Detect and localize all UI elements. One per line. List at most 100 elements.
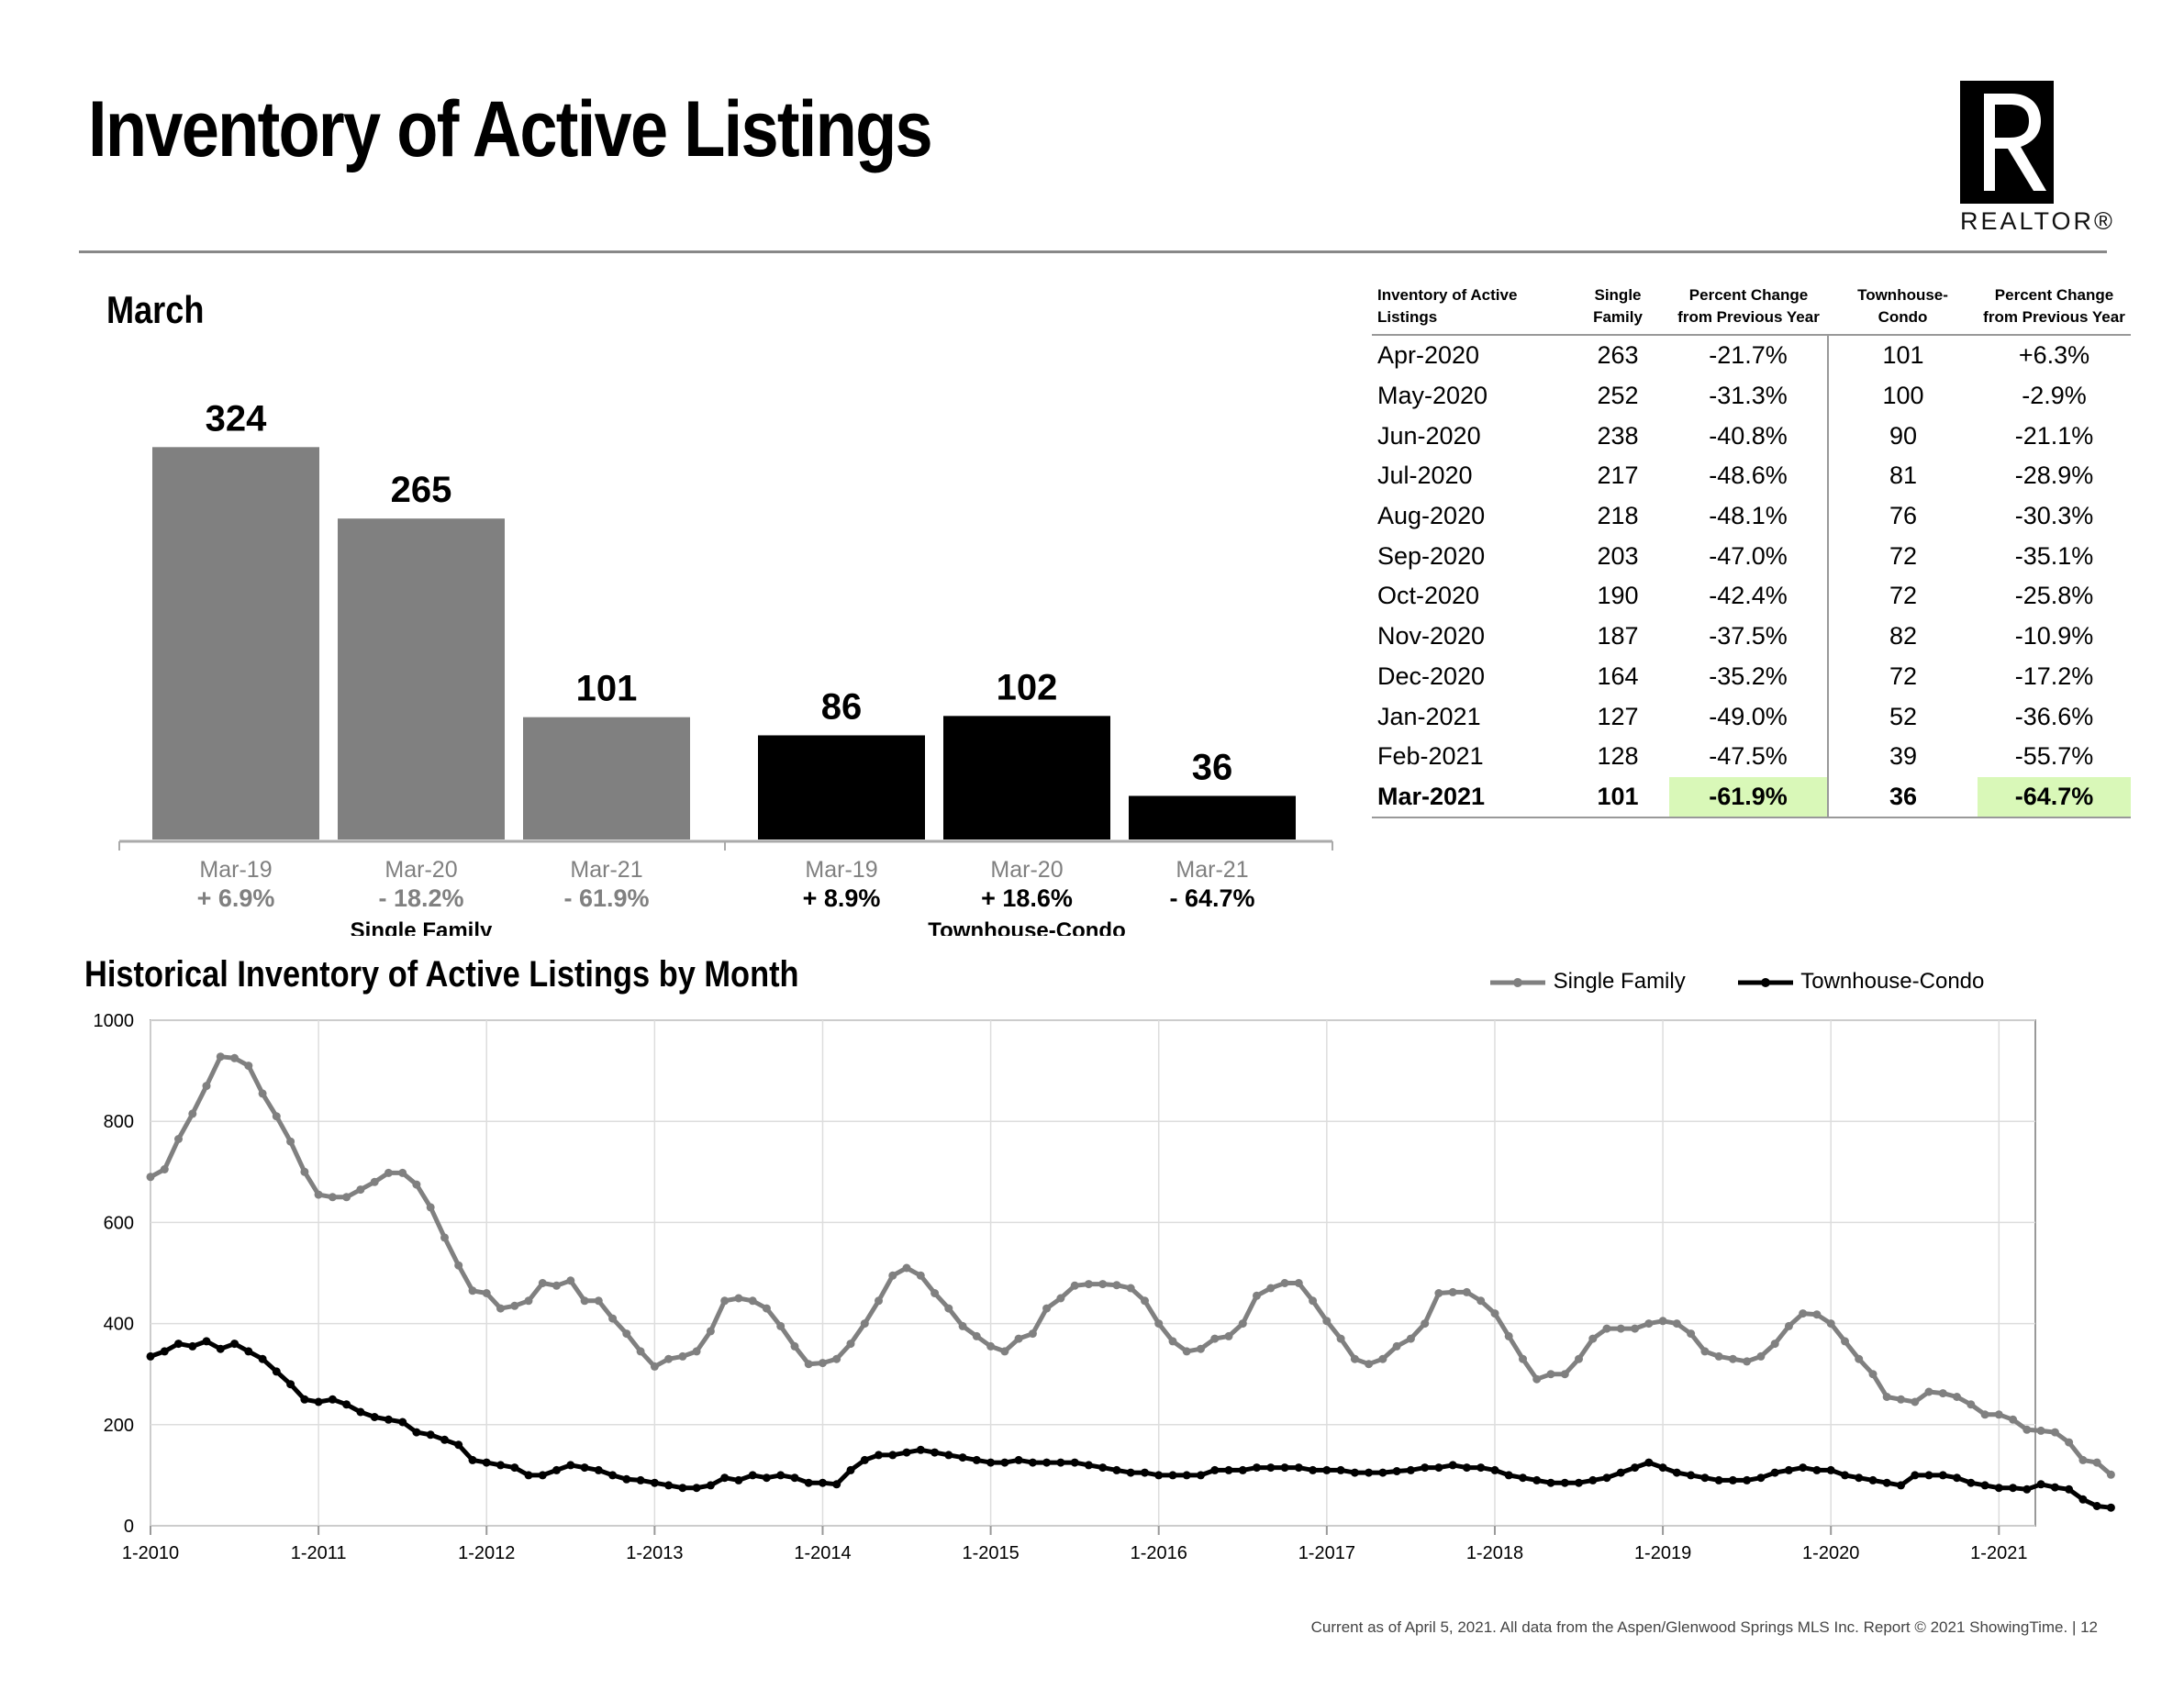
table-cell: 263 — [1597, 341, 1639, 370]
series-point — [202, 1337, 211, 1346]
table-row: Feb-2021 128 -47.5% 39 -55.7% — [1372, 736, 2131, 777]
x-tick-label: 1-2010 — [122, 1543, 179, 1563]
x-tick-label: 1-2017 — [1298, 1543, 1355, 1563]
table-cell: 36 — [1827, 776, 1978, 818]
series-point — [692, 1347, 701, 1356]
series-point — [1784, 1465, 1793, 1474]
series-point — [1197, 1471, 1205, 1480]
series-point — [1756, 1351, 1766, 1361]
table-cell: -47.5% — [1709, 742, 1788, 771]
series-point — [1448, 1287, 1457, 1296]
series-point — [1224, 1465, 1233, 1474]
series-point — [958, 1321, 967, 1330]
series-point — [1644, 1458, 1654, 1467]
series-point — [972, 1455, 981, 1464]
table-row: Oct-2020 190 -42.4% 72 -25.8% — [1372, 576, 2131, 617]
series-point — [1967, 1478, 1976, 1487]
table-row: Nov-2020 187 -37.5% 82 -10.9% — [1372, 616, 2131, 657]
series-point — [2036, 1426, 2045, 1435]
series-point — [1953, 1473, 1961, 1483]
table-cell: 127 — [1597, 702, 1639, 730]
series-point — [1994, 1484, 2003, 1493]
series-point — [1532, 1374, 1542, 1384]
series-point — [244, 1062, 253, 1071]
series-point — [286, 1137, 295, 1146]
series-point — [1743, 1357, 1752, 1366]
bar-0-1 — [338, 518, 505, 839]
series-point — [188, 1341, 197, 1351]
footer-note: Current as of April 5, 2021. All data fr… — [1310, 1618, 2098, 1636]
series-point — [1406, 1465, 1415, 1474]
table-header-cell: Percent Change from Previous Year — [1677, 286, 1820, 326]
series-point — [1882, 1393, 1891, 1401]
table-cell: -40.8% — [1709, 421, 1788, 450]
series-point — [1855, 1354, 1864, 1363]
series-point — [692, 1484, 701, 1493]
series-point — [258, 1354, 267, 1363]
series-point — [1687, 1329, 1696, 1339]
series-point — [1938, 1389, 1947, 1398]
series-point — [426, 1430, 435, 1440]
series-point — [1855, 1473, 1864, 1483]
series-point — [2036, 1480, 2045, 1489]
table-cell: 217 — [1597, 461, 1639, 490]
series-point — [356, 1185, 365, 1195]
table-row: Jul-2020 217 -48.6% 81 -28.9% — [1372, 456, 2131, 496]
series-point — [1799, 1309, 1808, 1318]
series-point — [398, 1418, 407, 1427]
table-cell: Mar-2021 — [1377, 782, 1486, 810]
table-cell: -64.7% — [1978, 776, 2131, 818]
series-point — [342, 1193, 351, 1202]
series-point — [1084, 1280, 1093, 1289]
x-tick-label: 1-2015 — [962, 1543, 1019, 1563]
series-point — [1924, 1387, 1933, 1396]
series-point — [1126, 1468, 1135, 1477]
series-point — [230, 1340, 240, 1349]
series-point — [1602, 1473, 1611, 1483]
series-point — [1672, 1468, 1681, 1477]
march-heading: March — [106, 288, 205, 331]
table-cell: 164 — [1597, 662, 1639, 690]
table-cell: 81 — [1827, 456, 1978, 496]
table-cell: 252 — [1597, 382, 1639, 410]
series-point — [230, 1053, 240, 1062]
series-point — [272, 1112, 281, 1121]
bar-1-2 — [1129, 795, 1296, 839]
series-point — [664, 1481, 674, 1490]
series-point — [482, 1289, 491, 1297]
series-point — [1365, 1468, 1374, 1477]
series-point — [1392, 1467, 1401, 1475]
series-point — [1616, 1468, 1625, 1477]
series-point — [1448, 1461, 1457, 1470]
series-point — [412, 1180, 421, 1189]
series-point — [804, 1360, 813, 1369]
series-point — [2050, 1483, 2059, 1492]
x-tick-label: 1-2012 — [458, 1543, 515, 1563]
series-point — [510, 1463, 519, 1473]
table-cell: 100 — [1827, 375, 1978, 417]
bar-period-label: Mar-19 — [805, 857, 877, 883]
table-cell: Aug-2020 — [1377, 502, 1486, 530]
table-cell: -55.7% — [2014, 742, 2094, 771]
series-point — [944, 1304, 953, 1313]
series-point — [1980, 1481, 1989, 1490]
series-point — [846, 1340, 855, 1349]
series-point — [1266, 1284, 1276, 1293]
series-point — [1700, 1347, 1710, 1356]
series-point — [482, 1458, 491, 1467]
series-point — [1687, 1471, 1696, 1480]
table-cell: Jul-2020 — [1377, 461, 1473, 490]
header-divider — [79, 250, 2107, 253]
series-point — [1658, 1317, 1667, 1326]
series-point — [1504, 1331, 1513, 1340]
series-point — [846, 1465, 855, 1474]
realtor-logo: REALTOR® — [1960, 81, 2112, 235]
series-point — [2078, 1495, 2088, 1504]
series-point — [875, 1451, 883, 1460]
series-point — [1238, 1319, 1247, 1329]
series-point — [762, 1304, 771, 1313]
table-cell: May-2020 — [1377, 382, 1488, 410]
realtor-logo-text: REALTOR® — [1960, 207, 2115, 235]
table-cell: -21.7% — [1709, 341, 1788, 370]
